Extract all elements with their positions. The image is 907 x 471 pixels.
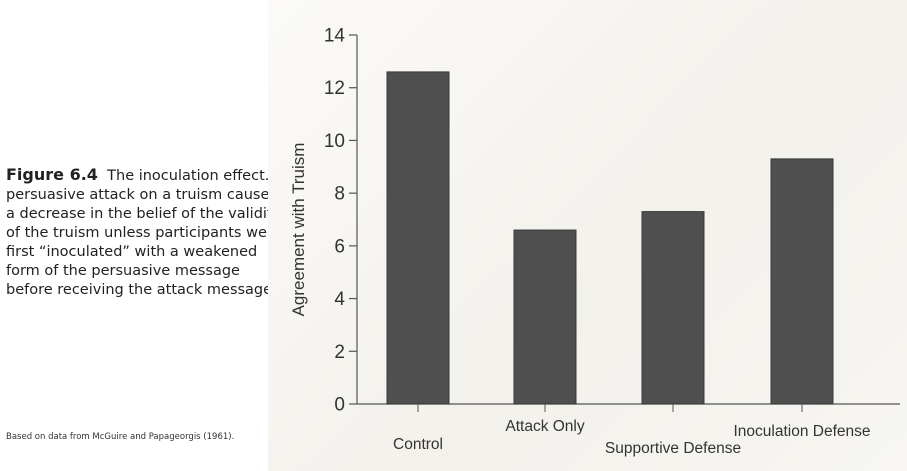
- bar-inoculation-defense: [770, 158, 834, 405]
- figure-label: Figure 6.4: [6, 165, 98, 184]
- y-tick-label: 6: [334, 236, 345, 257]
- x-tick-label: Supportive Defense: [605, 440, 741, 457]
- source-note: Based on data from McGuire and Papageorg…: [6, 432, 235, 442]
- x-tick-label: Inoculation Defense: [733, 423, 870, 440]
- bar-supportive-defense: [641, 211, 705, 405]
- bar-attack-only: [513, 229, 577, 405]
- y-tick-label: 10: [324, 131, 345, 152]
- y-tick-label: 0: [334, 395, 345, 416]
- y-axis-title: Agreement with Truism: [289, 143, 308, 317]
- y-tick-label: 2: [334, 342, 345, 363]
- y-tick-label: 14: [324, 26, 346, 47]
- y-tick-label: 4: [334, 289, 345, 310]
- caption-text: The inoculation effect. A persuasive att…: [6, 168, 284, 298]
- bar-control: [386, 71, 450, 405]
- figure-caption: Figure 6.4 The inoculation effect. A per…: [6, 165, 286, 300]
- x-tick-label: Control: [393, 436, 443, 453]
- y-tick-label: 12: [324, 78, 345, 99]
- x-tick-label: Attack Only: [505, 418, 584, 435]
- y-tick-label: 8: [334, 184, 345, 205]
